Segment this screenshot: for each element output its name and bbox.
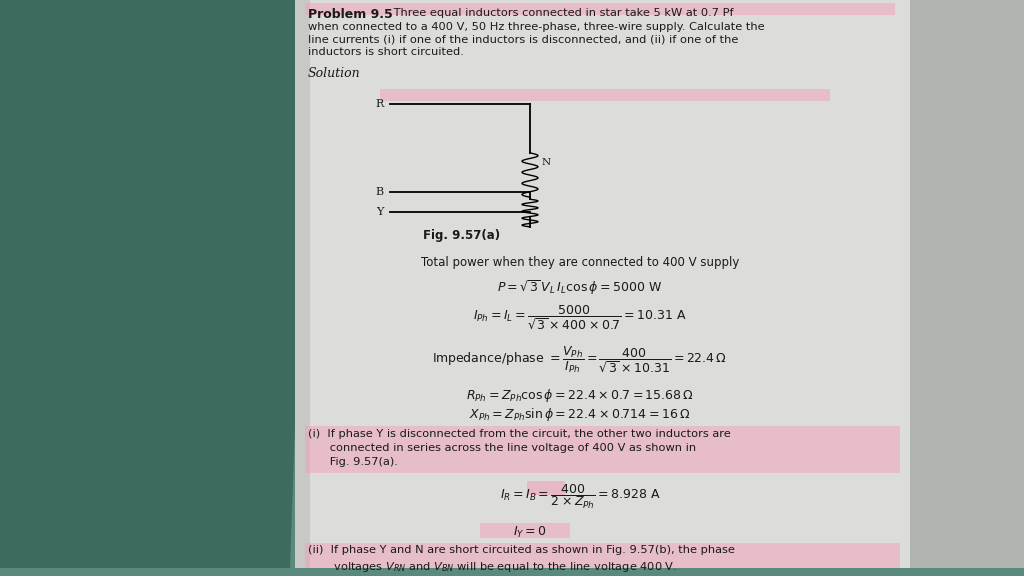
Text: B: B: [376, 187, 384, 198]
Text: Solution: Solution: [308, 67, 360, 80]
Text: $I_R = I_B = \dfrac{400}{2 \times Z_{Ph}} = 8.928$ A: $I_R = I_B = \dfrac{400}{2 \times Z_{Ph}…: [500, 483, 660, 511]
Text: Three equal inductors connected in star take 5 kW at 0.7 Pf: Three equal inductors connected in star …: [390, 8, 733, 18]
Text: inductors is short circuited.: inductors is short circuited.: [308, 47, 464, 58]
Polygon shape: [295, 0, 310, 568]
FancyBboxPatch shape: [305, 426, 900, 473]
Text: connected in series across the line voltage of 400 V as shown in: connected in series across the line volt…: [308, 443, 696, 453]
Text: $P = \sqrt{3}\, V_L\, I_L\cos\phi = 5000$ W: $P = \sqrt{3}\, V_L\, I_L\cos\phi = 5000…: [498, 278, 663, 297]
Text: Impedance/phase $= \dfrac{V_{Ph}}{I_{Ph}} = \dfrac{400}{\sqrt{3} \times 10.31} =: Impedance/phase $= \dfrac{V_{Ph}}{I_{Ph}…: [432, 345, 727, 376]
FancyBboxPatch shape: [480, 523, 570, 537]
Polygon shape: [900, 0, 1024, 568]
FancyBboxPatch shape: [305, 3, 895, 15]
Text: (ii)  If phase Y and N are short circuited as shown in Fig. 9.57(b), the phase: (ii) If phase Y and N are short circuite…: [308, 545, 735, 555]
Text: R: R: [376, 98, 384, 108]
Polygon shape: [0, 0, 310, 568]
FancyBboxPatch shape: [380, 89, 830, 101]
Text: Total power when they are connected to 400 V supply: Total power when they are connected to 4…: [421, 256, 739, 270]
Text: N: N: [542, 158, 551, 167]
Text: Fig. 9.57(a): Fig. 9.57(a): [424, 229, 501, 242]
FancyBboxPatch shape: [305, 543, 900, 576]
Text: Fig. 9.57(a).: Fig. 9.57(a).: [308, 457, 398, 467]
Polygon shape: [295, 0, 910, 568]
Text: $I_{Ph} = I_L = \dfrac{5000}{\sqrt{3} \times 400 \times 0.7} = 10.31$ A: $I_{Ph} = I_L = \dfrac{5000}{\sqrt{3} \t…: [473, 304, 687, 332]
Text: line currents (i) if one of the inductors is disconnected, and (ii) if one of th: line currents (i) if one of the inductor…: [308, 35, 738, 44]
Text: (i)  If phase Y is disconnected from the circuit, the other two inductors are: (i) If phase Y is disconnected from the …: [308, 429, 731, 439]
Text: Y: Y: [377, 207, 384, 217]
Text: $I_Y = 0$: $I_Y = 0$: [513, 525, 547, 540]
Text: $X_{Ph} = Z_{Ph}\sin\phi = 22.4 \times 0.714 = 16\,\Omega$: $X_{Ph} = Z_{Ph}\sin\phi = 22.4 \times 0…: [469, 407, 690, 423]
Text: $R_{Ph} = Z_{Ph}\cos\phi = 22.4 \times 0.7 = 15.68\,\Omega$: $R_{Ph} = Z_{Ph}\cos\phi = 22.4 \times 0…: [466, 386, 694, 404]
Text: voltages $V_{RN}$ and $V_{BN}$ will be equal to the line voltage 400 V.: voltages $V_{RN}$ and $V_{BN}$ will be e…: [308, 560, 677, 574]
Text: when connected to a 400 V, 50 Hz three-phase, three-wire supply. Calculate the: when connected to a 400 V, 50 Hz three-p…: [308, 22, 765, 32]
FancyBboxPatch shape: [527, 482, 565, 495]
Text: Problem 9.5: Problem 9.5: [308, 8, 393, 21]
